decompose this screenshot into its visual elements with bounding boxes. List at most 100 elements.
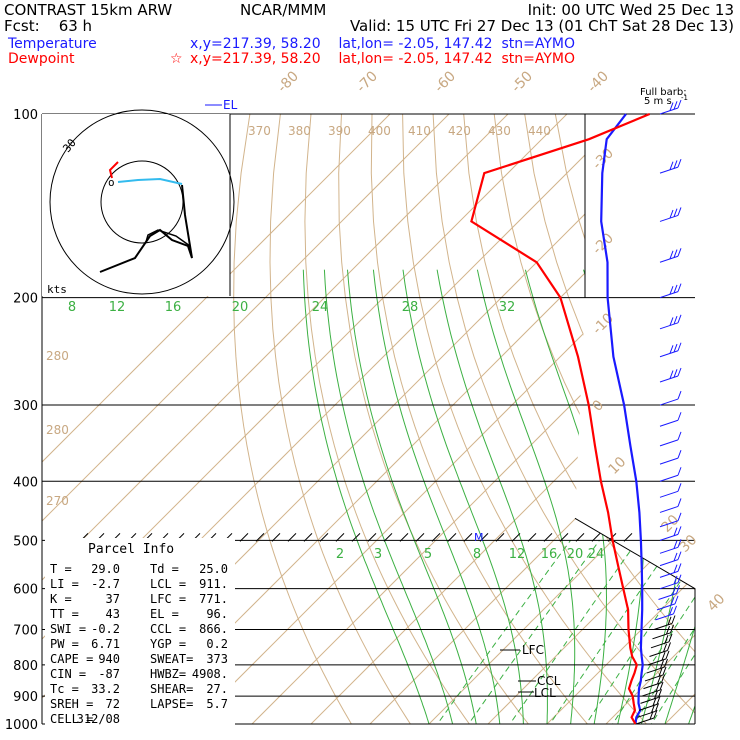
theta-label: 400: [368, 124, 391, 138]
parcel-info-value: 866.: [199, 622, 228, 636]
parcel-info-value: TT =: [50, 607, 79, 621]
hatch-mark: [319, 533, 329, 542]
mixing-ratio-label: 5: [424, 547, 432, 562]
parcel-info-value: CAPE =: [50, 652, 93, 666]
side-theta-label: 280: [46, 423, 69, 437]
hodograph-background: [42, 114, 230, 296]
parcel-info-value: 43: [106, 607, 120, 621]
wetbulb-label: 20: [232, 300, 249, 315]
theta-label: 440: [528, 124, 551, 138]
wind-barb: [659, 533, 679, 541]
parcel-info-value: 312/08: [77, 712, 120, 726]
wetbulb-label: 8: [68, 300, 76, 315]
moist-adiabat-line: [688, 269, 695, 724]
wind-barb-flag: [673, 101, 678, 110]
wind-barbs: [635, 99, 682, 725]
parcel-info-value: LAPSE=: [150, 697, 193, 711]
wind-barb-flag: [662, 666, 667, 676]
wind-barb-flag: [665, 650, 670, 660]
parcel-info-value: 4908.: [192, 667, 228, 681]
wind-barb: [659, 490, 679, 498]
parcel-info-rows: T = 29.0 Td = 25.0 LI = -2.7 LCL = 911. K = 37 LFC…: [50, 562, 228, 726]
wind-barb: [659, 255, 679, 263]
wind-barb-flag: [669, 370, 674, 379]
wind-barb: [659, 419, 679, 427]
dewpoint-profile: [470, 112, 651, 725]
wind-barb-flag: [655, 703, 659, 712]
wind-barb-flag: [651, 704, 655, 713]
wind-barb-flag: [666, 625, 670, 635]
temperature-label: 30: [677, 532, 701, 556]
parcel-info-value: 96.: [206, 607, 228, 621]
temperature-label: -80: [275, 68, 302, 95]
parcel-info-value: PW =: [50, 637, 79, 651]
wind-barb-flag: [669, 250, 674, 260]
side-theta-label: 270: [46, 494, 69, 508]
wind-barb-flag: [653, 709, 658, 719]
wind-barb-flag: [677, 498, 682, 507]
wind-barb-flag: [673, 575, 678, 585]
parcel-info-value: -2.7: [91, 577, 120, 591]
isotherm-line: [533, 114, 695, 724]
org-label: NCAR/MMM: [240, 1, 326, 19]
parcel-info-value: EL =: [150, 607, 179, 621]
wind-barb-flag: [677, 158, 682, 168]
parcel-info-value: 33.2: [91, 682, 120, 696]
wind-barb-flag: [673, 369, 678, 378]
wind-barb: [649, 649, 668, 657]
wind-barb: [652, 632, 671, 640]
wetbulb-label: 16: [165, 300, 182, 315]
dry-adiabat-line: [304, 114, 480, 724]
wind-barb-flag: [677, 342, 682, 351]
dry-adiabat-line: [233, 114, 360, 724]
dewpoint-location: x,y=217.39, 58.20 lat,lon= -2.05, 147.42…: [190, 51, 575, 67]
parcel-info-panel: Parcel Info T = 29.0 Td = 25.0 LI = -2.7 LCL =…: [45, 538, 235, 733]
valid-time: Valid: 15 UTC Fri 27 Dec 13 (01 ChT Sat …: [350, 17, 734, 35]
theta-label: 420: [448, 124, 471, 138]
wind-barb-flag: [673, 605, 677, 615]
wind-barb-flag: [677, 283, 682, 292]
isotherm-line: [42, 114, 509, 724]
dry-adiabat-line: [432, 114, 695, 724]
temperature-legend: Temperature: [7, 36, 97, 52]
wind-barb: [650, 641, 670, 649]
wind-barb: [659, 291, 679, 299]
parcel-info-title: Parcel Info: [88, 542, 174, 557]
ccl-marker: CCL: [537, 674, 561, 688]
moist-adiabat-line: [323, 269, 454, 724]
hatch-mark: [351, 533, 361, 542]
hodograph-units: kts: [47, 283, 67, 296]
hatch-mark: [543, 533, 553, 542]
wind-barb-flag: [660, 660, 664, 669]
temperature-label: 0: [590, 397, 608, 415]
wind-barb-flag: [677, 431, 682, 441]
parcel-info-value: CIN =: [50, 667, 86, 681]
wind-barb-flag: [677, 99, 682, 109]
parcel-info-value: LI =: [50, 577, 79, 591]
dry-adiabat-line: [338, 114, 540, 724]
wind-barb-flag: [670, 597, 675, 606]
isotherm-line: [42, 114, 391, 724]
pressure-label: 700: [13, 624, 38, 639]
wind-barb-flag: [658, 689, 662, 698]
wind-barb: [647, 658, 667, 666]
parcel-info-value: 373: [206, 652, 228, 666]
wind-barb-flag: [669, 286, 674, 295]
hodograph-top-marker: o: [108, 176, 115, 189]
model-title: CONTRAST 15km ARW: [4, 1, 172, 19]
mixing-ratio-label: 24: [588, 547, 605, 562]
hodograph-trace-top: [108, 161, 119, 179]
hatch-mark: [255, 533, 265, 542]
wind-barb-flag: [673, 160, 678, 169]
theta-label: 370: [248, 124, 271, 138]
wind-barb-flag: [669, 209, 674, 219]
wind-barb: [646, 666, 665, 674]
pressure-label: 400: [13, 475, 38, 490]
parcel-info-value: 27.: [206, 682, 228, 696]
wind-barb-flag: [677, 367, 682, 377]
parcel-info-value: Tc =: [50, 682, 79, 696]
wind-barb-flag: [668, 633, 673, 642]
isotherm-line: [179, 114, 695, 724]
mixing-ratio-label: 8: [473, 547, 481, 562]
